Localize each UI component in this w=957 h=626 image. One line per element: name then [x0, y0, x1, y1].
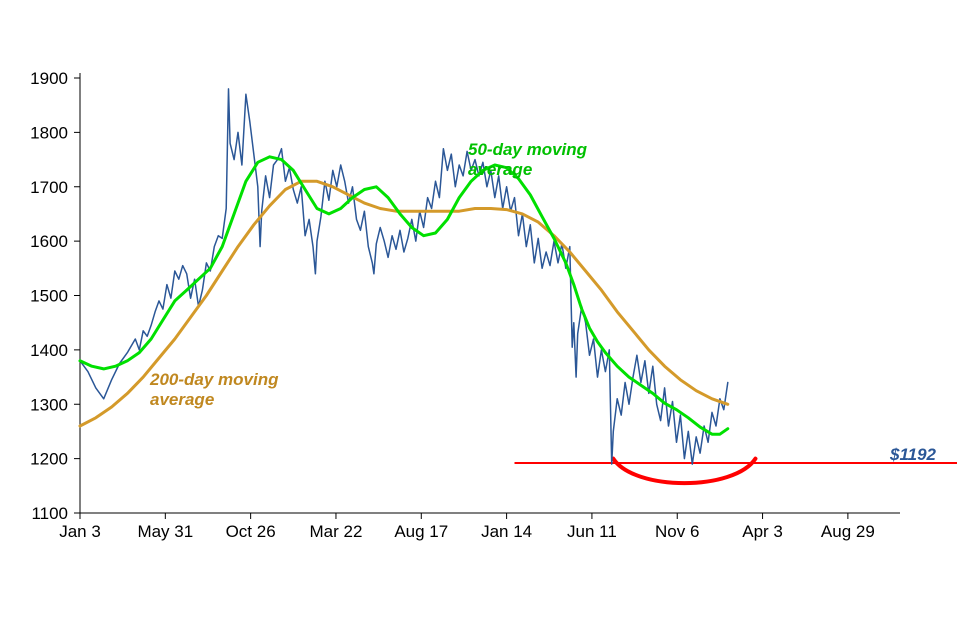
svg-text:1700: 1700	[30, 178, 68, 197]
price-level-annotation: $1192	[890, 445, 936, 465]
svg-text:1900: 1900	[30, 69, 68, 88]
ma50-annotation: 50-day moving average	[468, 140, 648, 180]
svg-text:Oct 26: Oct 26	[226, 522, 276, 541]
svg-text:Jan 14: Jan 14	[481, 522, 532, 541]
svg-text:Apr 3: Apr 3	[742, 522, 783, 541]
svg-text:Mar 22: Mar 22	[309, 522, 362, 541]
svg-text:1100: 1100	[31, 504, 68, 523]
svg-text:1800: 1800	[30, 123, 68, 142]
svg-text:1600: 1600	[30, 232, 68, 251]
ma200-annotation: 200-day moving average	[150, 370, 310, 410]
svg-text:Jun 11: Jun 11	[567, 522, 617, 541]
svg-text:1400: 1400	[30, 341, 68, 360]
svg-text:May 31: May 31	[137, 522, 193, 541]
price-chart: 1100 1200 1300 1400 1500 1600 1700 1800 1900 Jan …	[0, 0, 957, 626]
svg-text:Jan 3: Jan 3	[59, 522, 101, 541]
svg-text:1300: 1300	[30, 395, 68, 414]
svg-text:Aug 29: Aug 29	[821, 522, 875, 541]
svg-text:Aug 17: Aug 17	[394, 522, 448, 541]
svg-text:1200: 1200	[30, 450, 68, 469]
chart-container: 1100 1200 1300 1400 1500 1600 1700 1800 1900 Jan …	[0, 0, 957, 626]
svg-text:Nov 6: Nov 6	[655, 522, 699, 541]
svg-text:1500: 1500	[30, 287, 68, 306]
